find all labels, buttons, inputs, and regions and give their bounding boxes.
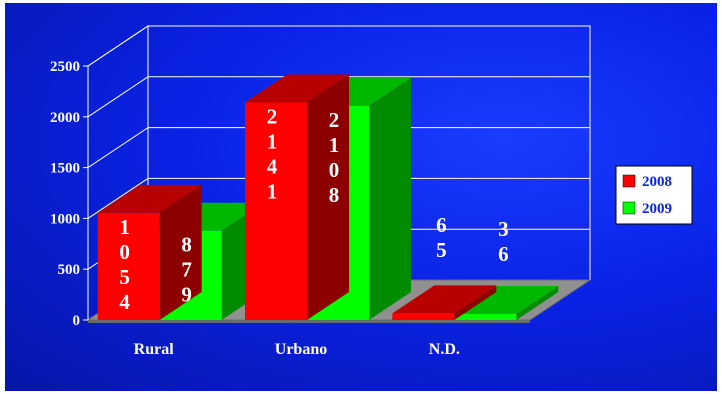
bar-top: [245, 74, 349, 103]
floor-front: [88, 320, 530, 323]
x-axis-category-labels: Rural Urbano N.D.: [134, 341, 460, 358]
data-label-digit: 8: [329, 183, 340, 207]
bar: [392, 313, 455, 320]
bar-top: [454, 286, 559, 314]
gridline: [87, 127, 590, 169]
x-category-label: Urbano: [275, 341, 327, 358]
bar-side: [454, 285, 497, 320]
y-axis-tick-labels: 0 500 1000 1500 2000 2500: [50, 59, 89, 329]
data-label-digit: 3: [498, 217, 509, 241]
x-category-label: Rural: [134, 341, 175, 358]
y-tick-label: 500: [58, 262, 81, 278]
data-label-digit: 2: [267, 104, 278, 128]
bar-side: [369, 77, 411, 320]
bar-top: [392, 285, 497, 314]
data-label-digit: 8: [181, 233, 192, 257]
bar-side: [516, 286, 559, 320]
y-tick-label: 0: [73, 313, 81, 329]
data-label-digit: 5: [119, 265, 130, 289]
gridline: [87, 76, 590, 118]
y-tick-label: 1500: [50, 161, 80, 177]
data-label-digit: 6: [498, 242, 509, 266]
chart-legend: 2008 2009: [615, 165, 693, 225]
data-label-digit: 1: [329, 133, 340, 157]
data-label-digit: 1: [119, 215, 130, 239]
gridline: [87, 177, 590, 219]
data-label-digit: 9: [181, 283, 192, 307]
legend-swatch-2009: [622, 201, 636, 215]
legend-label-2009: 2009: [642, 201, 672, 217]
y-tick-label: 2000: [50, 110, 80, 126]
legend-swatch-2008: [622, 174, 636, 188]
bar-side: [307, 74, 349, 321]
bar-side: [159, 184, 202, 320]
data-label-digit: 2: [329, 108, 340, 132]
data-label-digit: 6: [436, 213, 447, 237]
data-label-digit: 7: [181, 258, 192, 282]
data-label-digit: 0: [119, 240, 130, 264]
data-label-digit: 1: [267, 129, 278, 153]
gridline: [87, 25, 590, 67]
legend-label-2008: 2008: [642, 174, 672, 190]
data-label-digit: 4: [267, 154, 278, 178]
y-tick-label: 2500: [50, 59, 80, 75]
data-label-digit: 0: [329, 158, 340, 182]
data-label-digit: 4: [119, 290, 130, 314]
chart-bars: [97, 74, 559, 321]
bar: [245, 102, 307, 321]
bar: [97, 212, 160, 320]
data-label-digit: 5: [436, 238, 447, 262]
y-tick-label: 1000: [50, 211, 80, 227]
data-label-digit: 1: [267, 179, 278, 203]
x-category-label: N.D.: [429, 341, 460, 358]
bar-top: [97, 184, 202, 213]
bar: [454, 314, 517, 320]
